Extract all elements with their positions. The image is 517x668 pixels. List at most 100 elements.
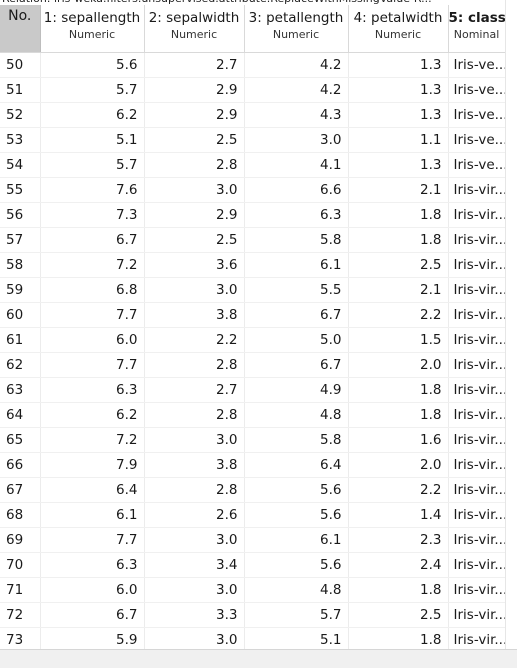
cell-sepallength[interactable]: 7.2 (40, 252, 145, 278)
table-row[interactable]: 58 7.2 3.6 6.1 2.5 Iris-vir... (0, 252, 505, 278)
cell-petalwidth[interactable]: 1.8 (348, 627, 449, 649)
cell-sepallength[interactable]: 7.2 (40, 427, 145, 453)
cell-sepallength[interactable]: 6.3 (40, 552, 145, 578)
cell-no[interactable]: 64 (0, 402, 41, 428)
cell-no[interactable]: 53 (0, 127, 41, 153)
cell-sepallength[interactable]: 5.1 (40, 127, 145, 153)
cell-no[interactable]: 50 (0, 52, 41, 78)
cell-petalwidth[interactable]: 2.0 (348, 352, 449, 378)
cell-sepalwidth[interactable]: 2.5 (144, 127, 245, 153)
table-row[interactable]: 59 6.8 3.0 5.5 2.1 Iris-vir... (0, 277, 505, 303)
cell-class[interactable]: Iris-vir... (448, 177, 505, 203)
cell-sepalwidth[interactable]: 3.6 (144, 252, 245, 278)
cell-class[interactable]: Iris-vir... (448, 577, 505, 603)
cell-sepalwidth[interactable]: 2.5 (144, 227, 245, 253)
cell-sepallength[interactable]: 6.7 (40, 227, 145, 253)
cell-petallength[interactable]: 5.5 (244, 277, 349, 303)
cell-sepallength[interactable]: 6.2 (40, 102, 145, 128)
cell-sepalwidth[interactable]: 2.8 (144, 352, 245, 378)
cell-sepalwidth[interactable]: 2.9 (144, 202, 245, 228)
cell-sepalwidth[interactable]: 3.0 (144, 177, 245, 203)
cell-sepallength[interactable]: 7.9 (40, 452, 145, 478)
cell-no[interactable]: 61 (0, 327, 41, 353)
cell-sepalwidth[interactable]: 3.0 (144, 427, 245, 453)
cell-no[interactable]: 68 (0, 502, 41, 528)
cell-sepalwidth[interactable]: 2.9 (144, 77, 245, 103)
cell-sepalwidth[interactable]: 3.8 (144, 302, 245, 328)
cell-no[interactable]: 55 (0, 177, 41, 203)
vertical-scroll-area[interactable] (505, 0, 517, 650)
cell-class[interactable]: Iris-ve... (448, 152, 505, 178)
cell-no[interactable]: 58 (0, 252, 41, 278)
cell-class[interactable]: Iris-ve... (448, 102, 505, 128)
cell-class[interactable]: Iris-vir... (448, 252, 505, 278)
cell-class[interactable]: Iris-vir... (448, 502, 505, 528)
cell-petallength[interactable]: 6.3 (244, 202, 349, 228)
cell-class[interactable]: Iris-ve... (448, 127, 505, 153)
cell-petalwidth[interactable]: 2.4 (348, 552, 449, 578)
cell-petallength[interactable]: 4.8 (244, 402, 349, 428)
table-row[interactable]: 56 7.3 2.9 6.3 1.8 Iris-vir... (0, 202, 505, 228)
cell-no[interactable]: 52 (0, 102, 41, 128)
cell-petalwidth[interactable]: 1.3 (348, 77, 449, 103)
cell-sepallength[interactable]: 6.3 (40, 377, 145, 403)
cell-sepalwidth[interactable]: 3.3 (144, 602, 245, 628)
cell-no[interactable]: 62 (0, 352, 41, 378)
table-row[interactable]: 72 6.7 3.3 5.7 2.5 Iris-vir... (0, 602, 505, 628)
cell-sepalwidth[interactable]: 2.8 (144, 152, 245, 178)
cell-petalwidth[interactable]: 2.2 (348, 302, 449, 328)
cell-petallength[interactable]: 5.6 (244, 477, 349, 503)
column-header-sepallength[interactable]: 1: sepallength Numeric (40, 5, 145, 53)
cell-petalwidth[interactable]: 2.1 (348, 177, 449, 203)
cell-sepalwidth[interactable]: 2.8 (144, 477, 245, 503)
table-row[interactable]: 57 6.7 2.5 5.8 1.8 Iris-vir... (0, 227, 505, 253)
cell-no[interactable]: 63 (0, 377, 41, 403)
cell-petalwidth[interactable]: 1.4 (348, 502, 449, 528)
cell-class[interactable]: Iris-vir... (448, 602, 505, 628)
cell-petallength[interactable]: 6.7 (244, 302, 349, 328)
cell-sepallength[interactable]: 6.2 (40, 402, 145, 428)
cell-class[interactable]: Iris-vir... (448, 302, 505, 328)
table-row[interactable]: 67 6.4 2.8 5.6 2.2 Iris-vir... (0, 477, 505, 503)
cell-petalwidth[interactable]: 2.3 (348, 527, 449, 553)
cell-no[interactable]: 72 (0, 602, 41, 628)
cell-sepalwidth[interactable]: 3.0 (144, 277, 245, 303)
cell-sepallength[interactable]: 7.3 (40, 202, 145, 228)
cell-petalwidth[interactable]: 1.8 (348, 202, 449, 228)
cell-sepalwidth[interactable]: 3.4 (144, 552, 245, 578)
table-row[interactable]: 51 5.7 2.9 4.2 1.3 Iris-ve... (0, 77, 505, 103)
cell-petalwidth[interactable]: 1.3 (348, 152, 449, 178)
cell-sepallength[interactable]: 5.7 (40, 77, 145, 103)
cell-sepallength[interactable]: 6.8 (40, 277, 145, 303)
cell-class[interactable]: Iris-vir... (448, 452, 505, 478)
table-row[interactable]: 73 5.9 3.0 5.1 1.8 Iris-vir... (0, 627, 505, 649)
cell-petalwidth[interactable]: 1.1 (348, 127, 449, 153)
cell-sepalwidth[interactable]: 2.8 (144, 402, 245, 428)
cell-class[interactable]: Iris-vir... (448, 402, 505, 428)
cell-no[interactable]: 57 (0, 227, 41, 253)
cell-petallength[interactable]: 3.0 (244, 127, 349, 153)
cell-petalwidth[interactable]: 2.1 (348, 277, 449, 303)
cell-petalwidth[interactable]: 2.0 (348, 452, 449, 478)
table-row[interactable]: 63 6.3 2.7 4.9 1.8 Iris-vir... (0, 377, 505, 403)
cell-sepalwidth[interactable]: 2.7 (144, 52, 245, 78)
cell-class[interactable]: Iris-vir... (448, 277, 505, 303)
cell-petallength[interactable]: 5.6 (244, 502, 349, 528)
cell-class[interactable]: Iris-vir... (448, 377, 505, 403)
cell-no[interactable]: 65 (0, 427, 41, 453)
cell-petalwidth[interactable]: 1.8 (348, 227, 449, 253)
cell-petallength[interactable]: 6.4 (244, 452, 349, 478)
cell-sepalwidth[interactable]: 3.0 (144, 527, 245, 553)
cell-sepallength[interactable]: 6.0 (40, 327, 145, 353)
column-header-sepalwidth[interactable]: 2: sepalwidth Numeric (144, 5, 245, 53)
cell-petalwidth[interactable]: 2.2 (348, 477, 449, 503)
table-row[interactable]: 66 7.9 3.8 6.4 2.0 Iris-vir... (0, 452, 505, 478)
cell-sepalwidth[interactable]: 2.9 (144, 102, 245, 128)
cell-sepallength[interactable]: 6.7 (40, 602, 145, 628)
cell-sepallength[interactable]: 6.0 (40, 577, 145, 603)
column-header-no[interactable]: No. (0, 5, 41, 53)
cell-no[interactable]: 51 (0, 77, 41, 103)
cell-petallength[interactable]: 5.6 (244, 552, 349, 578)
table-row[interactable]: 60 7.7 3.8 6.7 2.2 Iris-vir... (0, 302, 505, 328)
cell-sepalwidth[interactable]: 2.2 (144, 327, 245, 353)
